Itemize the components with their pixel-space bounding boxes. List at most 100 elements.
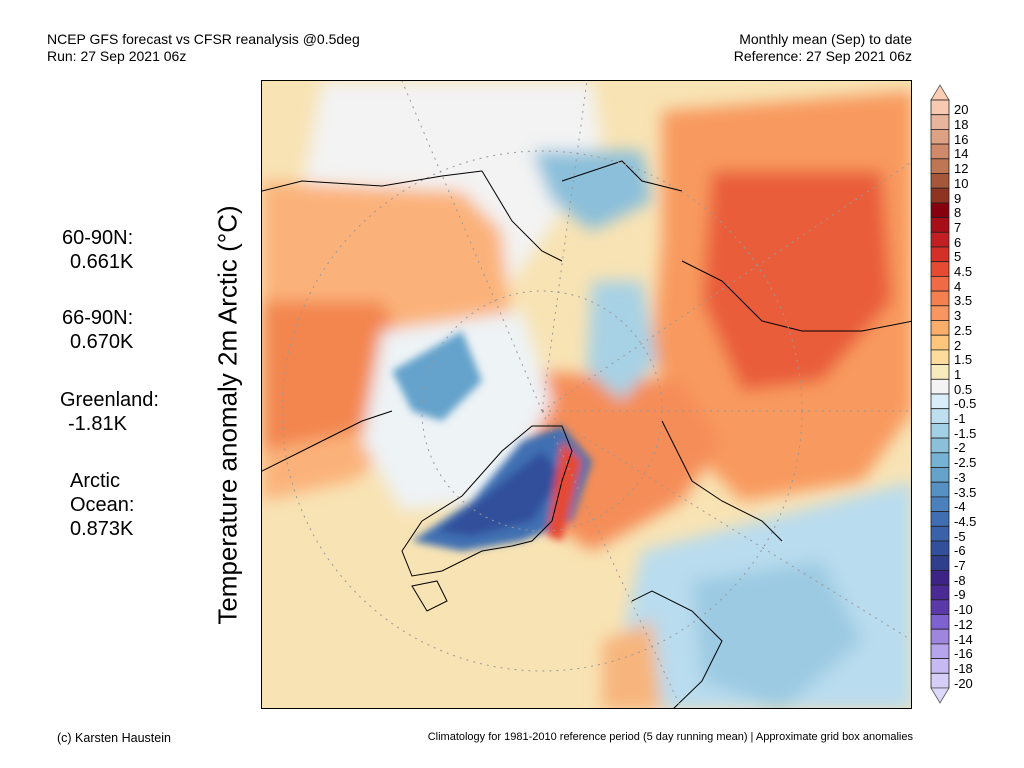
colorbar-bin [930,246,950,263]
colorbar-bin [930,158,950,174]
footer-credit: (c) Karsten Haustein [57,731,171,745]
map-canvas [262,81,911,708]
coastlines [262,160,911,708]
colorbar-tick-label: -10 [954,602,973,618]
colorbar-bin [930,452,950,468]
stat-66-90n: 66-90N: 0.670K [62,306,133,354]
colorbar-bin [930,202,950,219]
colorbar-bin [930,393,950,410]
meridian [541,161,911,412]
stat-value: 0.661K [70,251,134,273]
colorbar-bottom-triangle [930,687,950,704]
colorbar-bin [930,378,950,395]
anomaly-field [262,81,911,708]
colorbar-tick-label: 4 [954,278,962,294]
header-right: Monthly mean (Sep) to date Reference: 27… [734,31,912,65]
hudson-coast [262,410,393,472]
stat-60-90n: 60-90N: 0.661K [62,226,133,274]
colorbar-tick-label: -9 [954,587,966,603]
warm-norway [602,621,662,708]
colorbar-tick-label: -7 [954,558,966,574]
warm-barents [532,371,722,551]
colorbar-bin [930,467,950,483]
stat-label: Greenland: [60,389,159,411]
colorbar-tick-label: 12 [954,161,969,177]
bering-coast [481,170,563,262]
cold-east-siberian-sea [532,151,652,231]
colorbar-bin [930,525,950,542]
colorbar-bin [930,334,950,351]
colorbar-tick-label: 3 [954,308,962,324]
colorbar-bin [930,320,950,336]
colorbar-bin [930,658,950,674]
colorbar-bin [930,143,950,160]
warm-siberia-core [702,171,892,391]
stat-label: Ocean: [70,494,135,516]
colorbar-bin [930,422,950,439]
colorbar-bin [930,217,950,233]
colorbar-tick-label: 3.5 [954,293,973,309]
colorbar-bin [930,672,950,689]
colorbar-tick-label: 10 [954,175,969,191]
colorbar-tick-label: 2 [954,337,962,353]
header-left: NCEP GFS forecast vs CFSR reanalysis @0.… [47,31,360,65]
colorbar-tick-label: 6 [954,234,962,250]
colorbar-tick-label: 1.5 [954,352,973,368]
colorbar-bin [930,231,950,248]
colorbar [930,84,950,704]
colorbar-bin [930,540,950,557]
colorbar-bin [930,555,950,571]
colorbar-bin [930,114,950,130]
colorbar-bin [930,173,950,189]
colorbar-bin [930,290,950,307]
colorbar-tick-label: 9 [954,190,962,206]
colorbar-tick-label: 2.5 [954,322,973,338]
colorbar-tick-label: 7 [954,219,962,235]
colorbar-top-triangle [930,84,950,101]
colorbar-tick-label: -18 [954,660,973,676]
header-title: NCEP GFS forecast vs CFSR reanalysis @0.… [47,31,360,47]
stat-greenland: Greenland: -1.81K [60,388,159,436]
cold-europe-core [692,561,862,708]
stat-label: 66-90N: [62,307,134,329]
colorbar-bin [930,569,950,586]
stat-value: 0.670K [70,331,134,353]
colorbar-bin [930,261,950,277]
colorbar-tick-label: -12 [954,616,973,632]
colorbar-tick-label: 0.5 [954,381,973,397]
colorbar-tick-label: -2 [954,440,966,456]
stat-value: 0.873K [70,518,134,540]
greenland-east-warm [547,441,582,541]
colorbar-tick-label: 1 [954,366,962,382]
colorbar-bin [930,187,950,204]
colorbar-bin [930,349,950,365]
colorbar-tick-label: 14 [954,146,969,162]
colorbar-bin [930,437,950,454]
colorbar-bin [930,628,950,645]
colorbar-tick-label: -4 [954,499,966,515]
colorbar-bin [930,599,950,615]
siberia-coast [681,260,911,332]
colorbar-bin [930,643,950,660]
colorbar-tick-label: -2.5 [954,455,977,471]
colorbar-bin [930,481,950,498]
colorbar-tick-label: -14 [954,631,973,647]
colorbar-tick-label: 5 [954,249,962,265]
colorbar-bin [930,99,950,116]
colorbar-tick-label: -6 [954,543,966,559]
header-run: Run: 27 Sep 2021 06z [47,48,187,64]
greenland-coast [401,425,573,577]
colorbar-tick-label: -1 [954,411,966,427]
stat-label: 60-90N: [62,227,134,249]
colorbar-tick-label: -1.5 [954,425,977,441]
colorbar-bin [930,129,950,145]
colorbar-bin [930,511,950,527]
colorbar-bin [930,275,950,292]
stat-arctic-ocean: Arctic Ocean: 0.873K [70,469,134,541]
greenland-cold-core [437,451,562,536]
colorbar-bin [930,305,950,321]
colorbar-tick-label: -0.5 [954,396,977,412]
colorbar-tick-label: -3.5 [954,484,977,500]
alaska-coast [262,170,483,192]
colorbar-tick-label: 16 [954,131,969,147]
